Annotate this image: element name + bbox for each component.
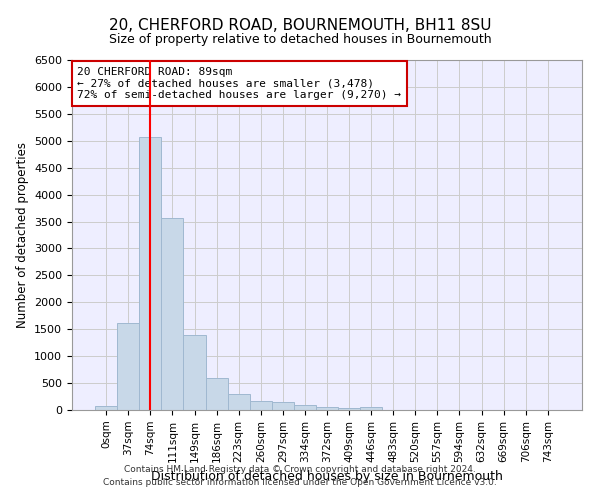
Text: Size of property relative to detached houses in Bournemouth: Size of property relative to detached ho…	[109, 32, 491, 46]
Bar	[227, 394, 250, 410]
Y-axis label: Number of detached properties: Number of detached properties	[16, 142, 29, 328]
Bar	[360, 407, 382, 410]
Bar	[250, 402, 272, 410]
Bar	[139, 136, 161, 410]
Text: Contains public sector information licensed under the Open Government Licence v3: Contains public sector information licen…	[103, 478, 497, 487]
Bar	[316, 408, 338, 410]
Text: Contains HM Land Registry data © Crown copyright and database right 2024.: Contains HM Land Registry data © Crown c…	[124, 466, 476, 474]
Text: 20, CHERFORD ROAD, BOURNEMOUTH, BH11 8SU: 20, CHERFORD ROAD, BOURNEMOUTH, BH11 8SU	[109, 18, 491, 32]
Text: 20 CHERFORD ROAD: 89sqm
← 27% of detached houses are smaller (3,478)
72% of semi: 20 CHERFORD ROAD: 89sqm ← 27% of detache…	[77, 67, 401, 100]
Bar	[294, 404, 316, 410]
Bar	[206, 378, 227, 410]
Bar	[338, 408, 360, 410]
Bar	[161, 218, 184, 410]
X-axis label: Distribution of detached houses by size in Bournemouth: Distribution of detached houses by size …	[151, 470, 503, 483]
Bar	[117, 322, 139, 410]
Bar	[272, 402, 294, 410]
Bar	[95, 406, 117, 410]
Bar	[184, 334, 206, 410]
